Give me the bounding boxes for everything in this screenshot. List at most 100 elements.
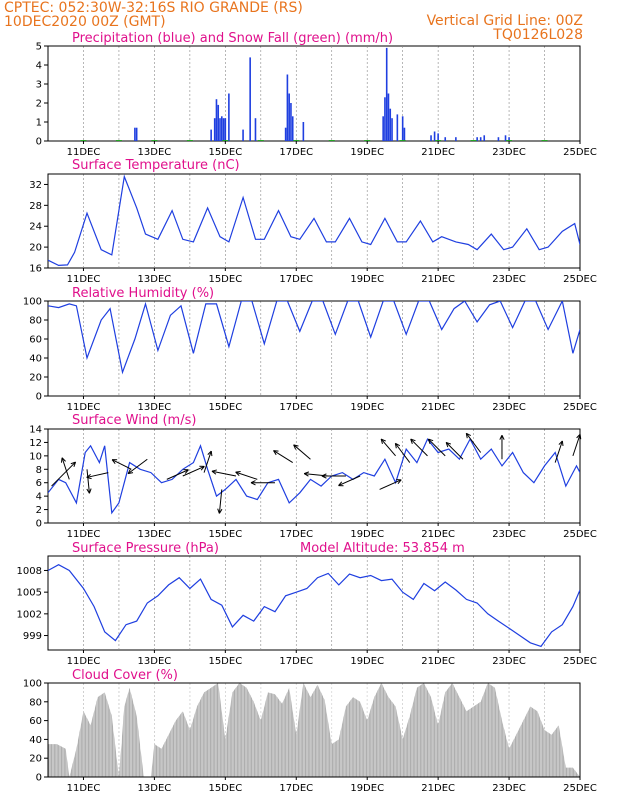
wind-arrow-head	[293, 444, 299, 447]
wind-arrow-head	[235, 471, 240, 477]
rh-ytick-label: 60	[29, 335, 42, 346]
cloud-ytick-label: 100	[23, 679, 42, 690]
wind-xtick-label: 19DEC	[350, 529, 384, 540]
snow-bar	[115, 140, 122, 141]
snow-bar	[151, 140, 158, 141]
wind-arrow-head	[445, 441, 452, 445]
cloud-ytick-label: 40	[29, 735, 42, 746]
wind-arrow-shaft	[338, 475, 361, 487]
wind-arrow-head	[410, 438, 416, 442]
rh-line	[48, 301, 580, 375]
precip-ytick-label: 0	[36, 137, 42, 148]
wind-arrow-shaft	[127, 458, 148, 475]
precip-xtick-label: 19DEC	[350, 147, 384, 158]
snow-bar	[257, 140, 264, 141]
temp-panel: 16 20 24 28 32 11DEC 13DEC 15DEC 17DEC 19DEC 21DEC…	[29, 173, 597, 285]
wind-arrow-shaft	[86, 469, 90, 494]
pres-ytick-label: 999	[23, 631, 42, 642]
temp-ytick-label: 32	[29, 180, 42, 191]
wind-arrow	[410, 438, 428, 457]
precip-bar	[290, 103, 292, 141]
wind-arrow-shaft	[51, 461, 76, 487]
rh-ytick-label: 20	[29, 373, 42, 384]
temp-ytick-label: 24	[29, 222, 42, 233]
cloud-frame-overlay	[47, 682, 581, 778]
wind-arrow-shaft	[394, 443, 411, 463]
wind-ytick-label: 4	[36, 492, 42, 503]
wind-arrow-shaft	[273, 450, 293, 463]
wind-arrow-head	[200, 466, 205, 471]
precip-bar	[217, 104, 220, 141]
temp-ytick-label: 16	[29, 264, 42, 275]
pres-ytick-label: 1008	[17, 566, 42, 577]
wind-arrow-head	[86, 488, 90, 494]
wind-arrow-head	[86, 476, 92, 480]
precip-xtick-label: 25DEC	[563, 147, 597, 158]
wind-arrow-head	[338, 481, 343, 486]
precip-bar	[228, 93, 230, 141]
wind-arrow-head	[184, 469, 189, 474]
wind-arrow	[499, 434, 505, 460]
wind-arrow	[554, 440, 564, 463]
precip-xtick-label: 23DEC	[492, 147, 526, 158]
precip-bar	[433, 131, 436, 141]
wind-arrow-shaft	[293, 444, 311, 460]
wind-arrow	[51, 461, 77, 487]
precip-bar	[224, 118, 227, 141]
wind-arrow-shaft	[572, 434, 581, 457]
rh-ytick-label: 80	[29, 316, 42, 327]
cloud-ytick-label: 60	[29, 716, 42, 727]
wind-arrow-shaft	[428, 438, 446, 457]
wind-arrow-head	[321, 473, 327, 477]
wind-panel: 0 2 4 6 8 10 12 14 11DEC 13DEC 15DEC 17DEC 19DEC 21DE…	[29, 425, 597, 541]
temp-xtick-label: 15DEC	[208, 274, 242, 285]
precip-bar	[504, 135, 507, 141]
wind-arrow-head	[86, 473, 91, 478]
precip-bar	[430, 135, 432, 141]
pres-xtick-label: 17DEC	[279, 656, 313, 667]
rh-ytick-label: 100	[23, 297, 42, 308]
pres-panel: 999 1002 1005 1008 11DEC 13DEC 15DEC 17DEC 19DEC…	[17, 555, 597, 667]
precip-bar	[302, 122, 305, 141]
wind-arrow-head	[561, 440, 564, 446]
wind-ytick-label: 14	[29, 425, 42, 436]
wind-arrow-head	[428, 438, 434, 442]
snow-bar	[80, 140, 87, 141]
wind-arrow-head	[60, 457, 63, 463]
wind-xtick-label: 17DEC	[279, 529, 313, 540]
precip-ytick-label: 5	[36, 42, 42, 53]
precip-bar	[384, 97, 386, 141]
cloud-ytick-label: 20	[29, 754, 42, 765]
wind-arrow-shaft	[445, 442, 464, 460]
wind-arrow	[273, 450, 293, 463]
wind-ytick-label: 12	[29, 438, 42, 449]
wind-arrow	[111, 459, 132, 470]
wind-arrow	[572, 433, 582, 457]
wind-arrow-shaft	[380, 438, 396, 457]
wind-arrow	[217, 489, 223, 514]
wind-arrow-head	[397, 479, 402, 484]
precip-bar	[286, 74, 289, 141]
wind-arrow-shaft	[111, 459, 132, 470]
wind-arrow	[60, 457, 70, 480]
wind-arrow-shaft	[465, 432, 482, 453]
wind-arrow	[380, 438, 396, 457]
wind-ytick-label: 10	[29, 451, 42, 462]
rh-xtick-label: 25DEC	[563, 402, 597, 413]
rh-xtick-label: 15DEC	[208, 402, 242, 413]
wind-arrow	[338, 475, 361, 487]
precip-bar	[135, 127, 138, 141]
rh-xtick-label: 21DEC	[421, 402, 455, 413]
cloud-title: Cloud Cover (%)	[72, 668, 178, 683]
cloud-xtick-label: 15DEC	[208, 783, 242, 794]
wind-title: Surface Wind (m/s)	[72, 413, 196, 428]
precip-bar	[387, 93, 390, 141]
wind-arrow-head	[321, 475, 327, 479]
pres-frame	[47, 555, 581, 651]
temp-frame	[47, 173, 581, 269]
wind-ytick-label: 6	[36, 478, 42, 489]
snow-bar	[541, 140, 548, 141]
grid-note-header: Vertical Grid Line: 00Z	[427, 13, 583, 29]
pres-xtick-label: 21DEC	[421, 656, 455, 667]
